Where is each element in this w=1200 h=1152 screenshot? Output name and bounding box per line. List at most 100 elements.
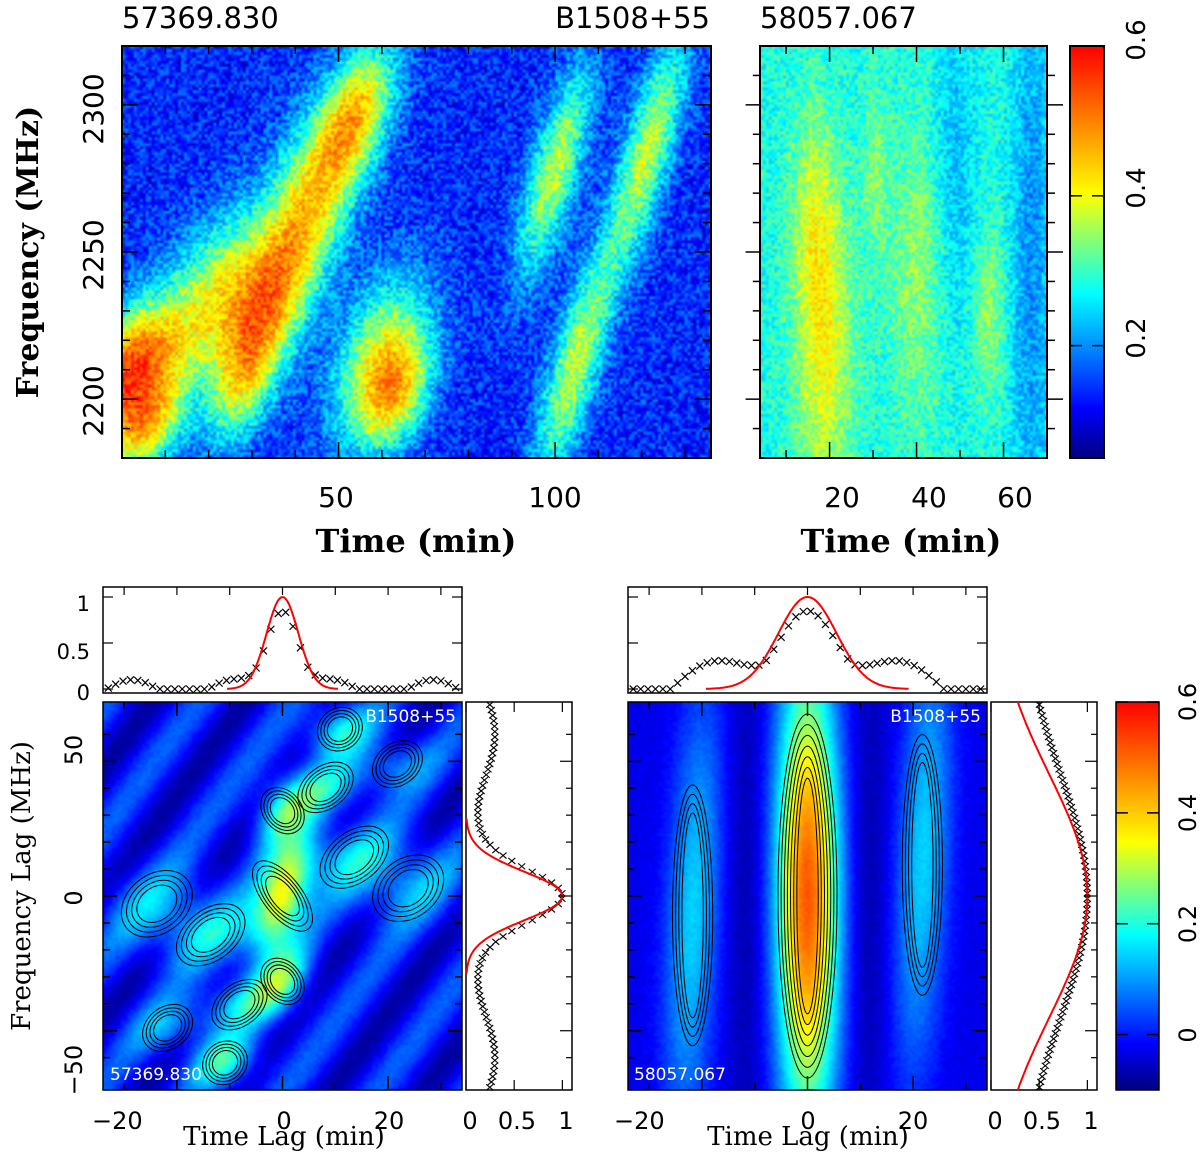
acf-right-xtick-m20: −20: [614, 1107, 665, 1135]
time-cut-point: [681, 672, 689, 681]
acf-left-contour: [371, 740, 423, 789]
freq-cut-point: [490, 722, 499, 730]
acf-left-xtick-20: 20: [374, 1107, 405, 1135]
dynspec-right-xtick-60: 60: [997, 481, 1033, 514]
acf-left-contour: [215, 982, 264, 1027]
freq-cut-point: [490, 1062, 499, 1070]
colorbar-top: 0.2 0.4 0.6: [1069, 19, 1152, 459]
dynspec-left-image: [122, 46, 711, 458]
acf-right-panel: B1508+55 58057.067 −20 0 20 0 0.5 1 Time…: [614, 586, 1099, 1152]
acf-left-time-cut-frame: [102, 586, 463, 694]
time-cut-point: [237, 674, 246, 683]
freq-cut-point: [477, 997, 486, 1005]
freq-cut-point: [489, 744, 498, 752]
time-cut-point: [170, 685, 179, 693]
acf-left-contour: [185, 912, 236, 958]
acf-left-contour: [260, 870, 305, 922]
freq-cut-point: [1064, 792, 1072, 800]
acf-left-contour: [269, 967, 296, 995]
time-cut-point: [695, 662, 704, 671]
acf-right-contour: [908, 752, 937, 978]
dynspec-left-ytick-2250: 2250: [77, 219, 110, 290]
dynspec-left-ylabel: Frequency (MHz): [11, 106, 46, 398]
time-cut-point: [961, 685, 970, 693]
acf-left-contour: [136, 884, 178, 923]
acf-right-side-xtick-0: 0: [987, 1107, 1002, 1135]
freq-cut-point: [490, 738, 499, 746]
time-cut-point: [806, 607, 815, 616]
freq-cut-point: [1038, 1073, 1047, 1080]
freq-cut-point: [499, 852, 507, 860]
dynspec-left-ticks: [122, 46, 711, 458]
acf-left-cut-ylabel-0.5: 0.5: [57, 640, 90, 664]
acf-right-contour: [672, 784, 714, 1047]
freq-cut-point: [1067, 803, 1076, 811]
acf-left-side-xtick-0.5: 0.5: [498, 1107, 536, 1135]
freq-cut-point: [491, 938, 500, 946]
freq-cut-point: [517, 862, 526, 870]
freq-cut-point: [1072, 819, 1081, 827]
acf-left-freq-cut-frame: [465, 701, 573, 1091]
freq-cut-point: [478, 782, 487, 789]
time-cut-point: [193, 685, 201, 693]
freq-cut-point: [484, 765, 492, 773]
time-cut-point: [895, 657, 904, 665]
freq-cut-point: [1039, 717, 1048, 725]
time-cut-point: [429, 675, 438, 684]
dynspec-left-xtick-100: 100: [528, 481, 581, 514]
acf-left-contour: [269, 797, 296, 825]
acf-left-side-xtick-1: 1: [558, 1107, 573, 1135]
freq-cut-point: [1048, 744, 1056, 752]
time-cut-point: [873, 659, 882, 668]
acf-left-contour: [263, 790, 302, 831]
dynspec-left-panel: 57369.830 B1508+55 50 100 Time (min) 220…: [11, 1, 712, 560]
acf-left-image: [103, 702, 462, 1090]
acf-left-date-label: 57369.830: [110, 1065, 202, 1085]
acf-left-xtick-m20: −20: [92, 1107, 143, 1135]
time-cut-point: [725, 657, 734, 666]
time-cut-point: [858, 661, 867, 670]
freq-cut-point: [1060, 782, 1069, 789]
freq-cut-point: [1062, 997, 1071, 1005]
acf-left-ytick-m50: −50: [60, 1045, 88, 1096]
acf-left-contour: [324, 830, 385, 885]
time-cut-point: [400, 685, 408, 693]
freq-cut-point: [1036, 1078, 1045, 1086]
freq-cut-point: [478, 830, 487, 838]
freq-cut-point: [1056, 1013, 1065, 1021]
colorbar-top-label-0.6: 0.6: [1122, 19, 1152, 60]
time-cut-point: [133, 676, 142, 685]
time-cut-point: [902, 658, 911, 667]
acf-left-ytick-0: 0: [60, 890, 88, 905]
colorbar-bottom-label-0.4: 0.4: [1174, 794, 1200, 832]
time-cut-point: [281, 608, 290, 617]
acf-right-contour: [678, 803, 707, 1028]
time-cut-point: [821, 620, 830, 629]
time-cut-point: [185, 685, 194, 693]
acf-left-time-cut: [103, 587, 462, 693]
time-cut-point: [392, 685, 401, 693]
colorbar-bottom-label-0: 0: [1174, 1027, 1200, 1042]
freq-cut-point: [1058, 776, 1067, 784]
dynspec-right-title-date: 58057.067: [760, 1, 917, 35]
freq-cut-point: [1048, 1040, 1056, 1048]
colorbar-bottom: 0 0.2 0.4 0.6: [1115, 683, 1200, 1091]
acf-left-contour: [266, 964, 299, 999]
freq-cut-point: [474, 986, 483, 994]
freq-cut-point: [1070, 970, 1079, 978]
acf-left-contour: [375, 743, 420, 785]
freq-cut-point: [1046, 738, 1055, 746]
freq-cut-point: [1062, 787, 1071, 795]
time-cut-point: [651, 685, 660, 693]
freq-cut-point: [491, 1056, 499, 1064]
freq-cut-point: [1070, 814, 1079, 822]
time-cut-point: [784, 621, 793, 630]
freq-cut-point: [480, 776, 489, 784]
freq-cut-point: [490, 1046, 499, 1053]
freq-cut-point: [477, 787, 486, 795]
freq-cut-point: [489, 1040, 498, 1048]
acf-left-contour: [377, 859, 439, 918]
acf-right-contour: [681, 812, 704, 1019]
time-cut-point: [363, 685, 371, 693]
acf-right-contour: [790, 756, 825, 1036]
